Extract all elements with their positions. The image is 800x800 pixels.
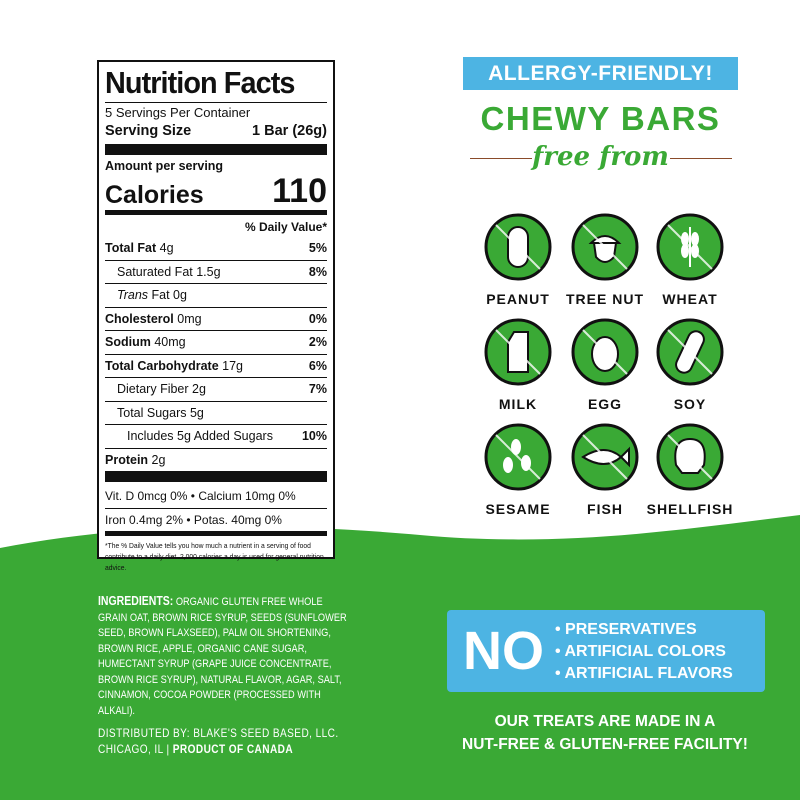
no-item: • ARTIFICIAL COLORS bbox=[555, 643, 726, 660]
nutrient-row: Dietary Fiber 2g 7% bbox=[105, 377, 327, 401]
nutrient-row: Trans Fat 0g bbox=[105, 283, 327, 307]
nutrient-row: Cholesterol 0mg 0% bbox=[105, 306, 327, 331]
nutrient-row: Sodium 40mg 2% bbox=[105, 330, 327, 354]
allergen-egg: EGG bbox=[550, 317, 660, 412]
allergen-label: EGG bbox=[587, 396, 623, 412]
free-from-subtitle: free from bbox=[532, 142, 669, 172]
daily-value-header: % Daily Value* bbox=[244, 220, 327, 234]
milk-carton-icon bbox=[484, 318, 552, 386]
allergy-friendly-badge: ALLERGY-FRIENDLY! bbox=[463, 57, 738, 90]
no-additives-box: NO • PRESERVATIVES • ARTIFICIAL COLORS •… bbox=[447, 610, 765, 692]
allergen-fish: FISH bbox=[550, 422, 660, 517]
sesame-icon bbox=[484, 423, 552, 491]
product-title: CHEWY BARS bbox=[480, 100, 721, 137]
distributor: DISTRIBUTED BY: BLAKE'S SEED BASED, LLC.… bbox=[98, 726, 339, 756]
egg-icon bbox=[571, 318, 639, 386]
soybean-icon bbox=[656, 318, 724, 386]
shell-icon bbox=[656, 423, 724, 491]
serving-size: Serving Size 1 Bar (26g) bbox=[105, 123, 327, 139]
servings-per-container: 5 Servings Per Container bbox=[105, 105, 251, 120]
nutrient-row: Saturated Fat 1.5g 8% bbox=[105, 259, 327, 284]
nutrient-row: Includes 5g Added Sugars 10% bbox=[105, 424, 327, 448]
no-item: • PRESERVATIVES bbox=[555, 621, 697, 638]
no-item: • ARTIFICIAL FLAVORS bbox=[555, 665, 733, 682]
peanut-icon bbox=[484, 213, 552, 281]
acorn-icon bbox=[571, 213, 639, 281]
ingredients: INGREDIENTS: ORGANIC GLUTEN FREE WHOLE G… bbox=[98, 594, 347, 717]
allergen-label: FISH bbox=[587, 501, 623, 517]
allergen-label: SESAME bbox=[485, 501, 551, 517]
allergen-label: SOY bbox=[673, 396, 707, 412]
footnote: *The % Daily Value tells you how much a … bbox=[105, 541, 324, 572]
nutrient-row: Protein 2g bbox=[105, 447, 327, 472]
ingredients-column: INGREDIENTS: ORGANIC GLUTEN FREE WHOLE G… bbox=[98, 594, 350, 757]
divider-right bbox=[670, 158, 732, 159]
nutrient-row: Total Sugars 5g bbox=[105, 400, 327, 425]
allergen-wheat: WHEAT bbox=[635, 212, 745, 307]
nutrition-title: Nutrition Facts bbox=[105, 65, 295, 100]
allergen-label: MILK bbox=[498, 396, 538, 412]
allergen-soy: SOY bbox=[635, 317, 745, 412]
vitamins-row-1: Vit. D 0mcg 0% • Calcium 10mg 0% bbox=[105, 489, 296, 503]
allergen-peanut: PEANUT bbox=[463, 212, 573, 307]
nutrient-row: Total Fat 4g 5% bbox=[105, 241, 327, 255]
allergen-label: WHEAT bbox=[662, 291, 718, 307]
allergen-sesame: SESAME bbox=[463, 422, 573, 517]
allergen-shellfish: SHELLFISH bbox=[635, 422, 745, 517]
allergen-label: PEANUT bbox=[486, 291, 550, 307]
wheat-icon bbox=[656, 213, 724, 281]
vitamins-row-2: Iron 0.4mg 2% • Potas. 40mg 0% bbox=[105, 507, 327, 532]
allergen-label: SHELLFISH bbox=[646, 501, 734, 517]
nutrition-facts-panel: Nutrition Facts 5 Servings Per Container… bbox=[97, 60, 335, 572]
divider-left bbox=[470, 158, 532, 159]
amount-per-serving: Amount per serving bbox=[105, 159, 224, 173]
nutrient-row: Total Carbohydrate 17g 6% bbox=[105, 353, 327, 378]
fish-icon bbox=[571, 423, 639, 491]
facility-statement: OUR TREATS ARE MADE IN A NUT-FREE & GLUTE… bbox=[462, 713, 748, 753]
no-label: NO bbox=[463, 621, 544, 681]
calories: Calories 110 bbox=[105, 172, 327, 210]
allergen-tree-nut: TREE NUT bbox=[550, 212, 660, 307]
allergen-label: TREE NUT bbox=[566, 291, 644, 307]
allergen-milk: MILK bbox=[463, 317, 573, 412]
